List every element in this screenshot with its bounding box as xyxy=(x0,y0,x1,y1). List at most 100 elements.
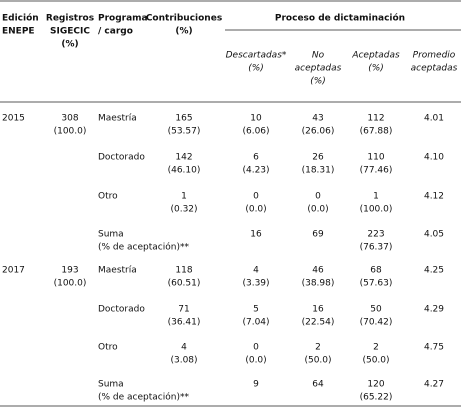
cell: Doctorado xyxy=(98,153,145,163)
header-cell: (%) xyxy=(248,64,264,74)
cell: (50.0) xyxy=(304,356,331,366)
cell: 16 xyxy=(312,305,324,315)
cell: Otro xyxy=(98,192,118,202)
cell: (4.23) xyxy=(242,166,269,176)
cell: 64 xyxy=(312,380,324,390)
cell: 2017 xyxy=(2,266,25,276)
header-cell: aceptadas xyxy=(411,64,458,74)
cell: (18.31) xyxy=(302,166,335,176)
header-cell: Aceptadas xyxy=(351,51,400,61)
cell: 68 xyxy=(370,266,382,276)
cell: (22.54) xyxy=(302,318,335,328)
header-cell: (%) xyxy=(61,40,78,50)
cell: (0.0) xyxy=(307,205,328,215)
cell: (100.0) xyxy=(54,279,87,289)
cell: 0 xyxy=(315,192,321,202)
header-cell: Promedio xyxy=(413,51,456,61)
cell: 308 xyxy=(61,114,78,124)
cell: (0.0) xyxy=(245,356,266,366)
cell: 9 xyxy=(253,380,259,390)
cell: 50 xyxy=(370,305,382,315)
cell: (76.37) xyxy=(360,243,393,253)
cell: (6.06) xyxy=(242,127,269,137)
cell: 118 xyxy=(175,266,192,276)
cell: (70.42) xyxy=(360,318,393,328)
cell: 4.75 xyxy=(424,343,444,353)
cell: Maestría xyxy=(98,114,137,124)
cell: 46 xyxy=(312,266,324,276)
cell: 0 xyxy=(253,343,259,353)
cell: 69 xyxy=(312,230,324,240)
header-cell: Edición xyxy=(2,13,39,24)
cell: (46.10) xyxy=(168,166,201,176)
cell: 142 xyxy=(175,153,192,163)
cell: Otro xyxy=(98,343,118,353)
cell: 1 xyxy=(373,192,379,202)
header-cell: Registros xyxy=(46,14,94,24)
cell: 1 xyxy=(181,192,187,202)
cell: 2 xyxy=(373,343,379,353)
cell: (77.46) xyxy=(360,166,393,176)
header-cell: Contribuciones xyxy=(146,14,222,24)
header-cell: / cargo xyxy=(98,27,133,37)
cell: (100.0) xyxy=(360,205,393,215)
cell: Suma xyxy=(98,380,124,390)
cell: (38.98) xyxy=(302,279,335,289)
cell: 4.01 xyxy=(424,114,444,124)
cell: 4 xyxy=(181,343,187,353)
cell: (100.0) xyxy=(54,127,87,137)
cell: 165 xyxy=(175,114,192,124)
header-span: Proceso de dictaminación xyxy=(275,13,405,24)
cell: 112 xyxy=(367,114,384,124)
header-cell: Descartadas* xyxy=(226,51,287,61)
cell: 193 xyxy=(61,266,78,276)
cell: 10 xyxy=(250,114,262,124)
cell: 223 xyxy=(367,230,384,240)
header-cell: No xyxy=(312,51,325,61)
header-cell: (%) xyxy=(175,27,192,37)
cell: (% de aceptación)** xyxy=(98,392,189,403)
header-cell: (%) xyxy=(310,77,326,87)
cell: 4.05 xyxy=(424,230,444,240)
cell: 4.29 xyxy=(424,305,444,315)
cell: (57.63) xyxy=(360,279,393,289)
cell: 4.25 xyxy=(424,266,444,276)
cell: (3.39) xyxy=(242,279,269,289)
header-cell: aceptadas xyxy=(295,64,342,74)
cell: (65.22) xyxy=(360,393,393,403)
cell: (50.0) xyxy=(362,356,389,366)
cell: 4.12 xyxy=(424,192,444,202)
header-cell: (%) xyxy=(368,64,384,74)
cell: 4.10 xyxy=(424,153,444,163)
cell: (3.08) xyxy=(170,356,197,366)
cell: 6 xyxy=(253,153,259,163)
cell: (53.57) xyxy=(168,127,201,137)
header-cell: SIGECIC xyxy=(50,27,90,37)
cell: (67.88) xyxy=(360,127,393,137)
cell: 120 xyxy=(367,380,384,390)
cell: Maestría xyxy=(98,266,137,276)
cell: 26 xyxy=(312,153,324,163)
cell: 2 xyxy=(315,343,321,353)
cell: 0 xyxy=(253,192,259,202)
cell: (7.04) xyxy=(242,318,269,328)
cell: (26.06) xyxy=(302,127,335,137)
cell: 43 xyxy=(312,114,323,124)
cell: 16 xyxy=(250,230,262,240)
cell: (36.41) xyxy=(168,318,201,328)
cell: (0.0) xyxy=(245,205,266,215)
cell: (60.51) xyxy=(168,279,201,289)
header-cell: ENEPE xyxy=(2,27,35,37)
cell: 5 xyxy=(253,305,259,315)
cell: Suma xyxy=(98,230,124,240)
cell: (0.32) xyxy=(170,205,197,215)
cell: 4 xyxy=(253,266,259,276)
cell: 71 xyxy=(178,305,189,315)
cell: Doctorado xyxy=(98,305,145,315)
cell: (% de aceptación)** xyxy=(98,242,189,253)
cell: 4.27 xyxy=(424,380,444,390)
header-cell: Programa xyxy=(98,14,148,24)
cell: 2015 xyxy=(2,114,25,124)
